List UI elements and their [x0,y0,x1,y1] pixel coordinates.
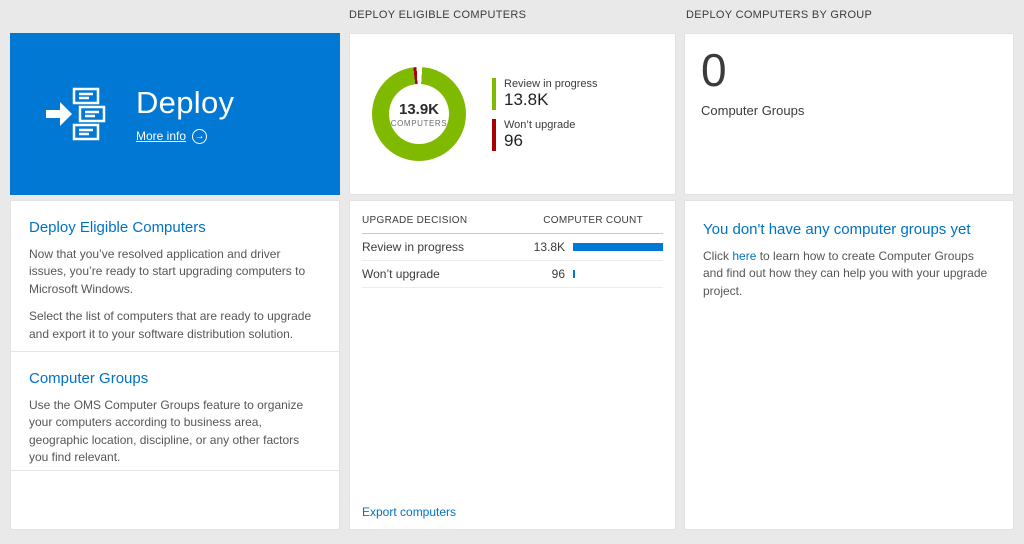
deploy-title: Deploy [136,84,235,120]
computers-donut-chart[interactable]: 13.9K COMPUTERS [372,67,466,161]
deploy-eligible-paragraph-1: Now that you’ve resolved application and… [29,247,306,296]
row-value: 13.8K [533,240,565,254]
eligible-computers-chart-card: 13.9K COMPUTERS Review in progress 13.8K… [349,33,676,195]
section-header-deploy-eligible-computers: DEPLOY ELIGIBLE COMPUTERS [349,9,527,21]
table-row[interactable]: Won’t upgrade 96 [362,261,663,288]
deploy-info-card: Deploy Eligible Computers Now that you’v… [10,200,340,530]
deploy-eligible-computers-section: Deploy Eligible Computers Now that you’v… [11,201,339,352]
legend-text-wont-upgrade: Won’t upgrade 96 [504,119,575,151]
row-label: Won’t upgrade [362,267,440,281]
legend-label: Review in progress [504,77,598,90]
row-bar [573,243,663,251]
legend-item-review-in-progress: Review in progress 13.8K [492,77,598,110]
computer-groups-heading: Computer Groups [29,370,149,387]
more-info-label: More info [136,129,187,143]
section-header-deploy-computers-by-group: DEPLOY COMPUTERS BY GROUP [686,9,873,21]
computer-groups-section: Computer Groups Use the OMS Computer Gro… [11,352,339,471]
deploy-tile[interactable]: Deploy More info → [10,33,340,195]
no-computer-groups-text: Click here to learn how to create Comput… [703,248,995,300]
donut-center: 13.9K COMPUTERS [372,67,466,161]
here-link[interactable]: here [732,249,757,263]
donut-hole [389,84,449,144]
computer-groups-count-card: 0 Computer Groups [684,33,1014,195]
no-computer-groups-heading: You don't have any computer groups yet [703,221,971,238]
donut-legend: Review in progress 13.8K Won’t upgrade 9… [492,77,598,151]
column-header-computer-count: COMPUTER COUNT [543,215,643,226]
table-row[interactable]: Review in progress 13.8K [362,234,663,261]
legend-item-wont-upgrade: Won’t upgrade 96 [492,118,598,151]
row-bar-track [573,270,663,278]
upgrade-decision-table-card: UPGRADE DECISION COMPUTER COUNT Review i… [349,200,676,530]
computer-groups-count: 0 [701,44,727,96]
computer-groups-paragraph: Use the OMS Computer Groups feature to o… [29,398,304,465]
deploy-eligible-computers-heading: Deploy Eligible Computers [29,219,206,236]
computer-groups-count-label: Computer Groups [701,102,805,118]
deploy-eligible-paragraph-2: Select the list of computers that are re… [29,309,312,341]
legend-value: 96 [504,130,523,150]
text-after-link: to learn how to create Computer Groups a… [703,249,988,298]
legend-swatch-red [492,118,496,151]
deploy-tile-text: Deploy More info → [136,85,234,144]
row-value: 96 [551,267,565,281]
row-bar-track [573,243,663,251]
row-bar [573,270,575,278]
more-info-arrow-icon: → [192,128,208,144]
computer-groups-info-card: You don't have any computer groups yet C… [684,200,1014,530]
donut-center-value: 13.9K [398,100,440,118]
donut-center-label: COMPUTERS [390,118,448,128]
legend-swatch-green [492,77,496,110]
legend-value: 13.8K [504,89,549,109]
table-header-row: UPGRADE DECISION COMPUTER COUNT [362,211,663,234]
legend-text-review-in-progress: Review in progress 13.8K [504,78,598,110]
legend-label: Won’t upgrade [504,118,576,131]
text-before-link: Click [703,249,733,263]
more-info-link[interactable]: More info → [136,128,234,144]
deploy-icon [44,86,108,142]
column-header-upgrade-decision: UPGRADE DECISION [362,215,468,226]
row-label: Review in progress [362,240,465,254]
export-computers-link[interactable]: Export computers [362,505,457,519]
